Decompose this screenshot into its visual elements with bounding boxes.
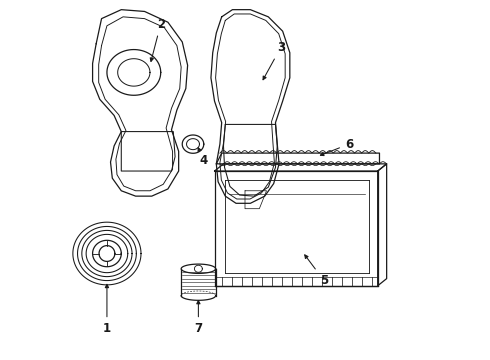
Text: 5: 5 [305,255,328,287]
Text: 4: 4 [198,148,208,167]
Text: 6: 6 [320,138,353,156]
Text: 3: 3 [263,41,285,80]
Text: 7: 7 [195,301,202,335]
Text: 2: 2 [150,18,165,62]
Text: 1: 1 [103,284,111,335]
